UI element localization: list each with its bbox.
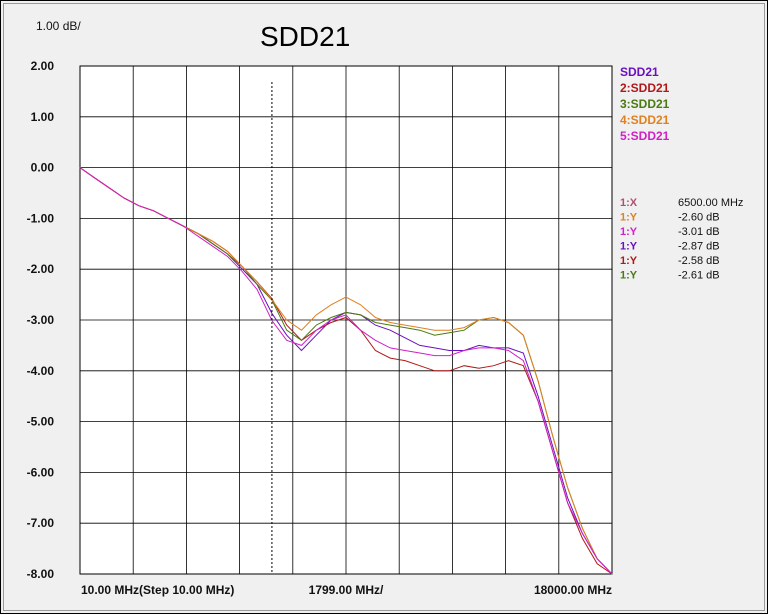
y-tick-label: -1.00 [27,211,55,225]
marker-readout-label: 1:Y [620,226,638,238]
marker-readout-label: 1:Y [620,241,638,253]
marker-readout-label: 1:Y [620,212,638,224]
x-start-label: 10.00 MHz(Step 10.00 MHz) [81,583,234,597]
legend-entry: 3:SDD21 [620,97,670,111]
marker-readout-label: 1:Y [620,270,638,282]
y-tick-label: 2.00 [31,59,55,73]
marker-readout-value: -2.58 dB [678,255,720,267]
legend-entry: 5:SDD21 [620,129,670,143]
scale-label: 1.00 dB/ [36,19,81,33]
y-tick-label: -8.00 [27,567,55,581]
marker-readout-value: -2.61 dB [678,270,720,282]
y-tick-label: -5.00 [27,415,55,429]
gridlines [80,66,612,574]
legend-entry: 2:SDD21 [620,81,670,95]
y-axis-ticks: 2.00 1.00 0.00 -1.00 -2.00 -3.00 -4.00 -5.00 -6.… [27,59,55,581]
y-tick-label: -2.00 [27,262,55,276]
marker-readout-value: -2.87 dB [678,241,720,253]
y-tick-label: -7.00 [27,516,55,530]
marker-readout: 1:X 6500.00 MHz 1:Y -2.60 dB 1:Y -3.01 dB 1:Y -… [620,197,743,282]
y-tick-label: -4.00 [27,364,55,378]
marker-readout-value: -3.01 dB [678,226,720,238]
y-tick-label: 0.00 [31,161,55,175]
marker-readout-value: 6500.00 MHz [678,197,743,209]
marker-readout-label: 1:X [620,197,638,209]
series-lines [79,167,613,575]
marker-readout-value: -2.60 dB [678,212,720,224]
y-tick-label: -6.00 [27,465,55,479]
marker-readout-label: 1:Y [620,255,638,267]
legend: SDD21 2:SDD21 3:SDD21 4:SDD21 5:SDD21 [620,65,670,143]
chart-title: SDD21 [260,21,350,52]
series-line [79,167,613,575]
x-stop-label: 18000.00 MHz [534,583,612,597]
legend-entry: 4:SDD21 [620,113,670,127]
legend-entry: SDD21 [620,65,659,79]
y-tick-label: 1.00 [31,110,55,124]
y-tick-label: -3.00 [27,313,55,327]
x-center-label: 1799.00 MHz/ [309,583,384,597]
